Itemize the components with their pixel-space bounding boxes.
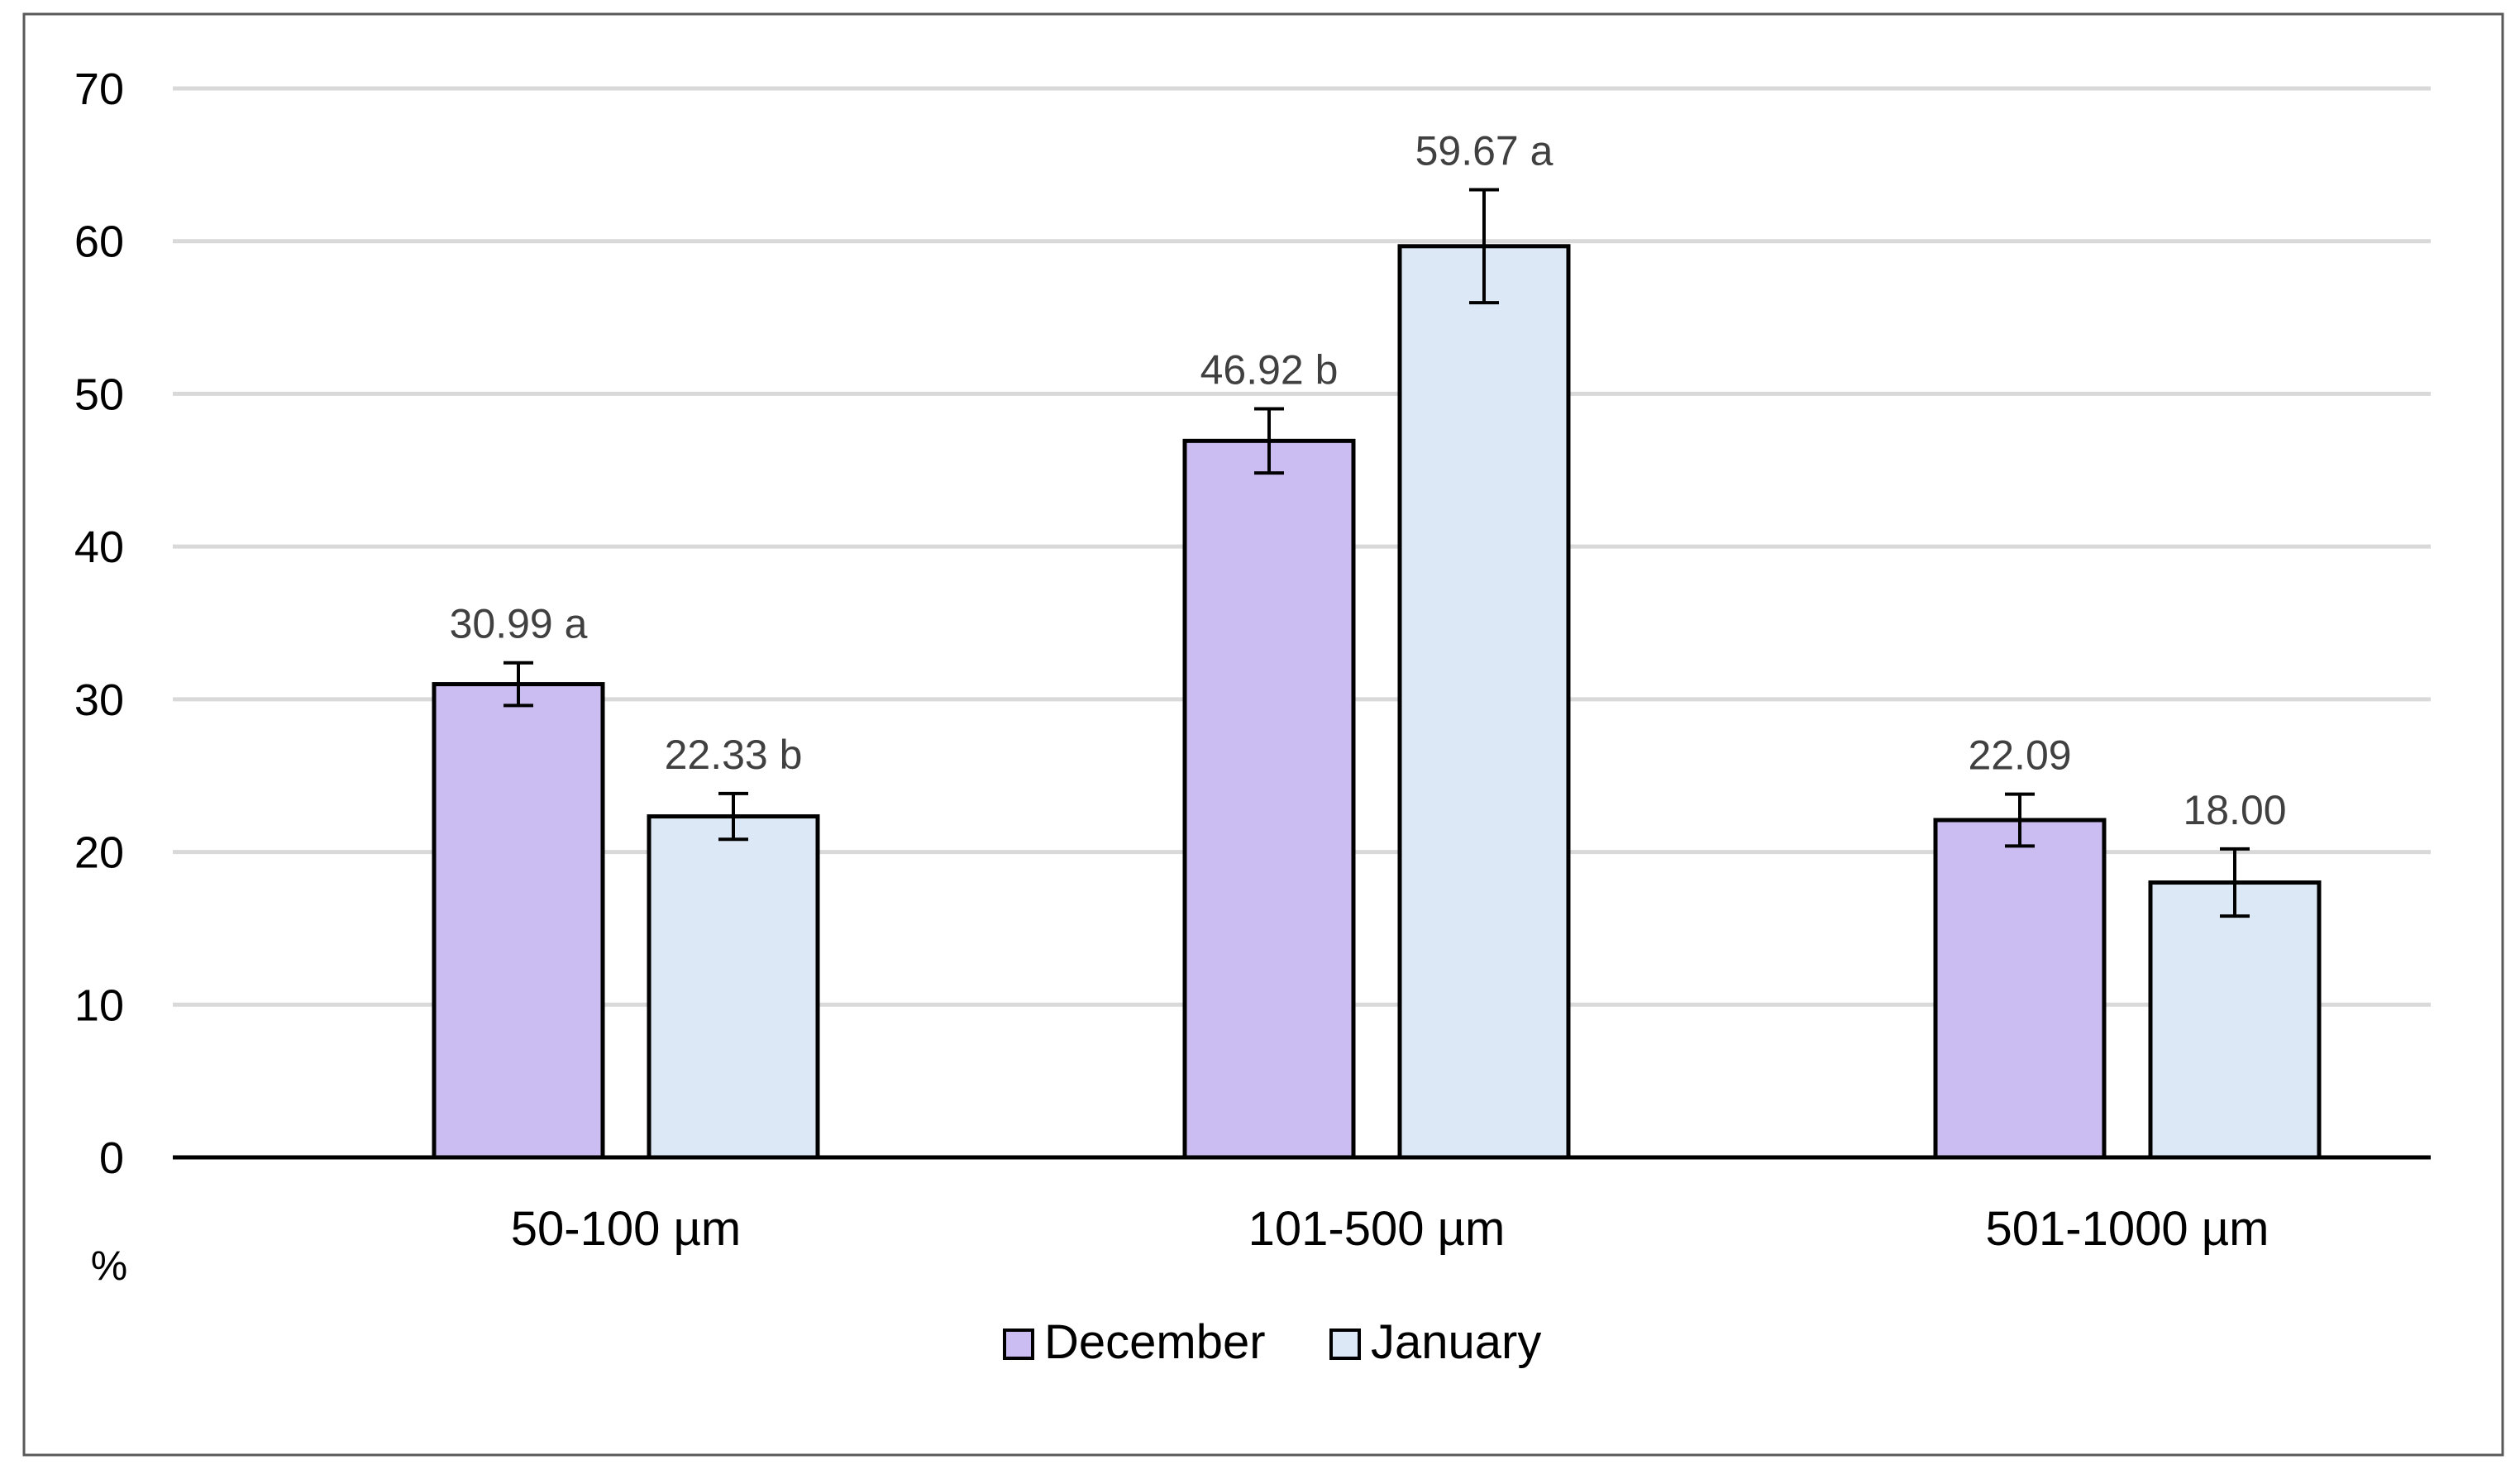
data-label: 22.09: [1968, 732, 2071, 779]
y-tick-label: 60: [74, 217, 124, 267]
data-label: 18.00: [2183, 787, 2286, 833]
bar-january-1: [647, 814, 820, 1160]
y-tick-label: 70: [74, 64, 124, 114]
y-axis-tick-labels: 0 10 20 30 40 50 60 70: [74, 64, 124, 1183]
x-axis-category-labels: 50-100 µm 101-500 µm 501-1000 µm: [511, 1202, 2269, 1256]
y-tick-label: 30: [74, 675, 124, 725]
legend-swatch-january: [1329, 1329, 1361, 1360]
legend-label-december: December: [1044, 1315, 1266, 1369]
bars: [432, 244, 2322, 1160]
data-labels: 30.99 a 46.92 b 22.09 22.33 b 59.67 a 18.00: [450, 127, 2287, 832]
legend: December January: [1003, 1315, 1541, 1369]
category-label: 50-100 µm: [511, 1202, 741, 1256]
bar-december-2: [1182, 438, 1356, 1160]
category-label: 501-1000 µm: [1986, 1202, 2269, 1256]
data-label: 30.99 a: [450, 601, 588, 647]
data-label: 46.92 b: [1200, 347, 1339, 394]
y-tick-label: 0: [99, 1133, 124, 1183]
bar-january-3: [2148, 880, 2322, 1160]
y-tick-label: 50: [74, 370, 124, 419]
data-label: 22.33 b: [665, 732, 803, 778]
y-tick-label: 10: [74, 980, 124, 1030]
bar-january-2: [1397, 244, 1571, 1160]
y-tick-label: 40: [74, 522, 124, 572]
bar-december-1: [432, 682, 605, 1160]
category-label: 101-500 µm: [1248, 1202, 1506, 1256]
y-tick-label: 20: [74, 828, 124, 878]
bar-december-3: [1933, 818, 2107, 1160]
legend-label-january: January: [1371, 1315, 1541, 1369]
error-bars: [504, 188, 2250, 918]
y-axis-unit-label: %: [91, 1243, 127, 1289]
data-label: 59.67 a: [1415, 127, 1554, 174]
legend-swatch-december: [1003, 1329, 1034, 1360]
